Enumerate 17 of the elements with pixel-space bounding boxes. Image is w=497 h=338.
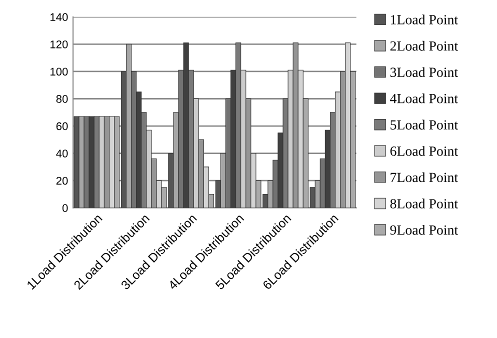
- legend-label: 7Load Point: [390, 172, 458, 182]
- legend-label: 2Load Point: [390, 40, 458, 51]
- y-tick-label: 40: [56, 150, 68, 158]
- legend-label: 8Load Point: [390, 198, 458, 208]
- legend-label: 6Load Point: [390, 146, 458, 156]
- legend-label: 1Load Point: [391, 14, 458, 24]
- legend-label: 3Load Point: [390, 67, 458, 77]
- y-tick-label: 100: [50, 68, 68, 76]
- y-tick-label: 0: [62, 204, 68, 212]
- y-tick-label: 60: [56, 122, 68, 130]
- legend-label: 5Load Point: [390, 120, 458, 130]
- y-tick-label: 120: [50, 40, 68, 48]
- y-tick-label: 80: [56, 95, 68, 103]
- legend-label: 4Load Point: [390, 93, 458, 104]
- legend-label: 9Load Point: [390, 224, 458, 235]
- y-tick-label: 20: [56, 176, 68, 185]
- y-tick-label: 140: [50, 13, 68, 22]
